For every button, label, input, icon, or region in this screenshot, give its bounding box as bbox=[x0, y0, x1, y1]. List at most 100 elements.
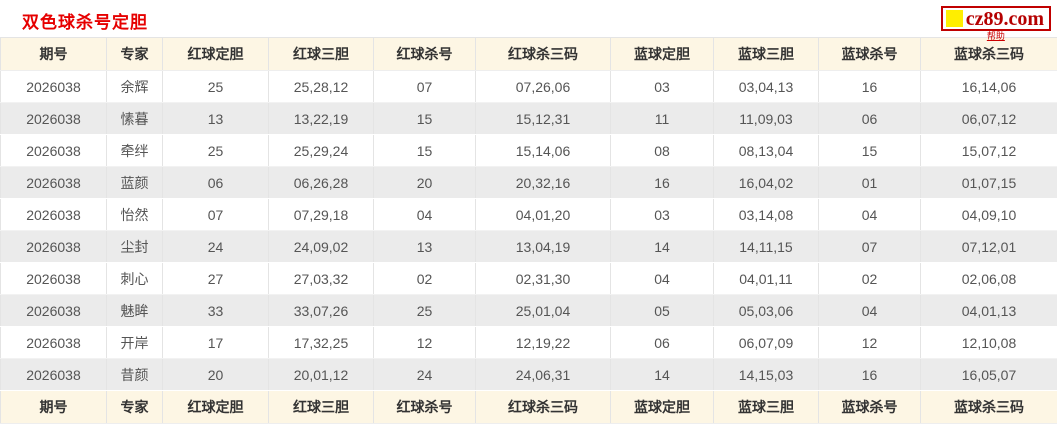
cell-col-7: 16 bbox=[610, 166, 714, 199]
cell-col-4: 24,09,02 bbox=[268, 230, 374, 263]
cell-col-1: 2026038 bbox=[0, 262, 107, 295]
cell-col-1: 2026038 bbox=[0, 102, 107, 135]
cell-col-8: 03,04,13 bbox=[713, 70, 819, 103]
cell-col-5: 02 bbox=[373, 262, 476, 295]
footer-column-header-6: 红球杀三码 bbox=[475, 390, 611, 424]
cell-col-3: 25 bbox=[162, 134, 269, 167]
cell-col-4: 33,07,26 bbox=[268, 294, 374, 327]
column-header-10: 蓝球杀三码 bbox=[920, 37, 1057, 71]
column-header-7: 蓝球定胆 bbox=[610, 37, 714, 71]
cell-col-4: 17,32,25 bbox=[268, 326, 374, 359]
cell-col-7: 03 bbox=[610, 70, 714, 103]
cell-col-5: 04 bbox=[373, 198, 476, 231]
cell-col-1: 2026038 bbox=[0, 134, 107, 167]
footer-column-header-7: 蓝球定胆 bbox=[610, 390, 714, 424]
cell-col-4: 20,01,12 bbox=[268, 358, 374, 391]
cell-col-8: 11,09,03 bbox=[713, 102, 819, 135]
table-row: 2026038 牵绊 25 25,29,24 15 15,14,06 08 08,13,04 1… bbox=[0, 134, 1057, 167]
table-row: 2026038 魅眸 33 33,07,26 25 25,01,04 05 05,03,06 0… bbox=[0, 294, 1057, 327]
footer-column-header-10: 蓝球杀三码 bbox=[920, 390, 1057, 424]
cell-col-1: 2026038 bbox=[0, 70, 107, 103]
table-row: 2026038 怡然 07 07,29,18 04 04,01,20 03 03,14,08 0… bbox=[0, 198, 1057, 231]
table-row: 2026038 蓝颜 06 06,26,28 20 20,32,16 16 16,04,02 0… bbox=[0, 166, 1057, 199]
footer-column-header-1: 期号 bbox=[0, 390, 107, 424]
cell-col-2: 尘封 bbox=[106, 230, 163, 263]
table-row: 2026038 开岸 17 17,32,25 12 12,19,22 06 06,07,09 1… bbox=[0, 326, 1057, 359]
cell-col-4: 27,03,32 bbox=[268, 262, 374, 295]
cell-col-9: 01 bbox=[818, 166, 921, 199]
cell-col-6: 25,01,04 bbox=[475, 294, 611, 327]
cell-col-10: 01,07,15 bbox=[920, 166, 1057, 199]
cell-col-3: 27 bbox=[162, 262, 269, 295]
cell-col-8: 14,15,03 bbox=[713, 358, 819, 391]
cell-col-6: 07,26,06 bbox=[475, 70, 611, 103]
cell-col-9: 02 bbox=[818, 262, 921, 295]
cell-col-7: 14 bbox=[610, 230, 714, 263]
logo-text: cz89.com bbox=[965, 7, 1044, 30]
cell-col-7: 08 bbox=[610, 134, 714, 167]
cell-col-4: 25,28,12 bbox=[268, 70, 374, 103]
cell-col-1: 2026038 bbox=[0, 198, 107, 231]
cell-col-6: 12,19,22 bbox=[475, 326, 611, 359]
cell-col-5: 13 bbox=[373, 230, 476, 263]
cell-col-6: 20,32,16 bbox=[475, 166, 611, 199]
cell-col-6: 15,12,31 bbox=[475, 102, 611, 135]
cell-col-5: 25 bbox=[373, 294, 476, 327]
footer-column-header-4: 红球三胆 bbox=[268, 390, 374, 424]
cell-col-5: 24 bbox=[373, 358, 476, 391]
cell-col-9: 16 bbox=[818, 358, 921, 391]
cell-col-1: 2026038 bbox=[0, 358, 107, 391]
cell-col-4: 13,22,19 bbox=[268, 102, 374, 135]
logo-square-icon bbox=[945, 10, 963, 27]
cell-col-9: 04 bbox=[818, 198, 921, 231]
footer-column-header-8: 蓝球三胆 bbox=[713, 390, 819, 424]
cell-col-3: 24 bbox=[162, 230, 269, 263]
cell-col-8: 04,01,11 bbox=[713, 262, 819, 295]
cell-col-9: 04 bbox=[818, 294, 921, 327]
cell-col-4: 25,29,24 bbox=[268, 134, 374, 167]
table-row: 2026038 愫暮 13 13,22,19 15 15,12,31 11 11,09,03 0… bbox=[0, 102, 1057, 135]
cell-col-7: 11 bbox=[610, 102, 714, 135]
footer-column-header-2: 专家 bbox=[106, 390, 163, 424]
cell-col-3: 33 bbox=[162, 294, 269, 327]
cell-col-2: 蓝颜 bbox=[106, 166, 163, 199]
cell-col-3: 25 bbox=[162, 70, 269, 103]
cell-col-7: 05 bbox=[610, 294, 714, 327]
cell-col-6: 13,04,19 bbox=[475, 230, 611, 263]
table-row: 2026038 尘封 24 24,09,02 13 13,04,19 14 14,11,15 0… bbox=[0, 230, 1057, 263]
column-header-8: 蓝球三胆 bbox=[713, 37, 819, 71]
cell-col-2: 余辉 bbox=[106, 70, 163, 103]
cell-col-10: 04,09,10 bbox=[920, 198, 1057, 231]
cell-col-9: 15 bbox=[818, 134, 921, 167]
cell-col-5: 15 bbox=[373, 134, 476, 167]
site-logo: cz89.com 帮助 bbox=[940, 6, 1051, 41]
table-body: 2026038 余辉 25 25,28,12 07 07,26,06 03 03,04,13 1… bbox=[0, 70, 1057, 391]
logo-link[interactable]: cz89.com bbox=[940, 6, 1051, 31]
footer-column-header-3: 红球定胆 bbox=[162, 390, 269, 424]
cell-col-7: 14 bbox=[610, 358, 714, 391]
cell-col-3: 13 bbox=[162, 102, 269, 135]
cell-col-8: 16,04,02 bbox=[713, 166, 819, 199]
cell-col-9: 06 bbox=[818, 102, 921, 135]
cell-col-5: 12 bbox=[373, 326, 476, 359]
table-row: 2026038 余辉 25 25,28,12 07 07,26,06 03 03,04,13 1… bbox=[0, 70, 1057, 103]
cell-col-10: 06,07,12 bbox=[920, 102, 1057, 135]
cell-col-7: 06 bbox=[610, 326, 714, 359]
cell-col-8: 06,07,09 bbox=[713, 326, 819, 359]
footer-row: 期号 专家 红球定胆 红球三胆 红球杀号 红球杀三码 蓝球定胆 蓝球三胆 蓝球杀号 蓝球杀三码 bbox=[0, 390, 1057, 424]
help-link[interactable]: 帮助 bbox=[986, 31, 1005, 41]
cell-col-1: 2026038 bbox=[0, 326, 107, 359]
cell-col-6: 15,14,06 bbox=[475, 134, 611, 167]
column-header-4: 红球三胆 bbox=[268, 37, 374, 71]
column-header-6: 红球杀三码 bbox=[475, 37, 611, 71]
cell-col-2: 昔颜 bbox=[106, 358, 163, 391]
cell-col-6: 24,06,31 bbox=[475, 358, 611, 391]
cell-col-9: 12 bbox=[818, 326, 921, 359]
top-bar: 双色球杀号定胆 cz89.com 帮助 bbox=[0, 0, 1057, 41]
cell-col-6: 02,31,30 bbox=[475, 262, 611, 295]
cell-col-4: 06,26,28 bbox=[268, 166, 374, 199]
cell-col-8: 05,03,06 bbox=[713, 294, 819, 327]
cell-col-1: 2026038 bbox=[0, 294, 107, 327]
cell-col-10: 16,14,06 bbox=[920, 70, 1057, 103]
cell-col-3: 17 bbox=[162, 326, 269, 359]
